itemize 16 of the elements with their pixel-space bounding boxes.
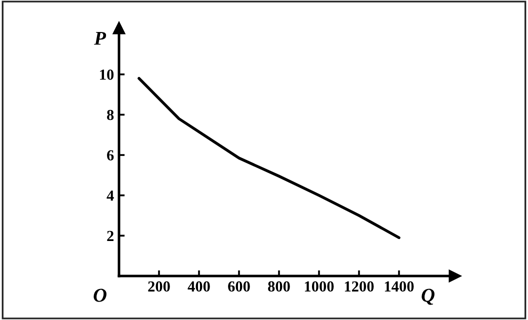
y-tick-label: 10 [100,70,114,80]
y-tick-label: 8 [107,110,114,120]
y-axis-title: P [94,32,106,45]
x-tick-label: 1000 [304,281,334,292]
text: O [94,288,106,302]
x-axis-title: Q [422,288,434,305]
y-tick-label: 6 [107,150,114,160]
line-series [138,77,400,240]
y-tick-label: 4 [106,190,114,201]
y-tick-label: 2 [107,230,114,241]
x-tick-label: 200 [148,281,170,292]
x-tick-label: 1200 [344,281,374,292]
x-tick-label: 800 [268,281,290,292]
x-tick-label: 1400 [384,281,414,292]
x-tick-label: 600 [228,281,250,292]
x-tick-label: 400 [188,281,210,292]
